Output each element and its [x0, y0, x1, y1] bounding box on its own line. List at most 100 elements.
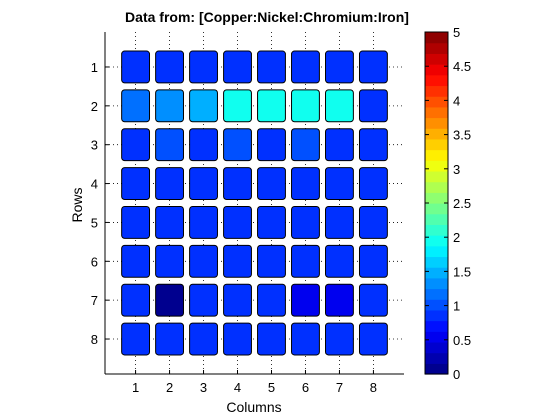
heatmap-cell	[257, 89, 286, 123]
heatmap-cell	[358, 322, 388, 356]
colorbar-band	[425, 181, 448, 193]
heatmap-cell	[325, 89, 354, 123]
x-tick-label: 6	[302, 380, 309, 395]
heatmap-cell	[325, 205, 354, 239]
x-tick-label: 4	[234, 380, 241, 395]
heatmap-cell	[291, 283, 320, 317]
colorbar-band	[425, 235, 448, 247]
colorbar-tick-label: 3	[453, 162, 460, 177]
heatmap-cell	[257, 283, 286, 317]
heatmap-cell	[223, 167, 252, 201]
colorbar-band	[425, 213, 448, 225]
heatmap-cell	[358, 244, 388, 278]
heatmap-cell	[325, 50, 354, 84]
heatmap-cell	[121, 244, 151, 278]
y-tick-label: 6	[91, 254, 98, 269]
heatmap-cell	[257, 167, 286, 201]
heatmap-cell	[121, 322, 151, 356]
colorbar-band	[425, 267, 448, 279]
colorbar-band	[425, 224, 448, 236]
heatmap-cell	[189, 283, 218, 317]
colorbar-band	[425, 53, 448, 65]
x-axis-label: Columns	[226, 399, 281, 415]
colorbar-band	[425, 32, 448, 44]
heatmap-cell	[155, 283, 184, 317]
heatmap-cell	[155, 167, 184, 201]
heatmap-cell	[189, 50, 218, 84]
colorbar-band	[425, 363, 448, 375]
y-tick-label: 2	[91, 99, 98, 114]
colorbar-band	[425, 256, 448, 268]
y-tick-label: 4	[91, 177, 98, 192]
colorbar: 0 0.5 1 1.5 2 2.5 3 3.5 4 4.5 5	[424, 25, 471, 382]
colorbar-band	[425, 64, 448, 76]
heatmap-cell	[291, 322, 320, 356]
heatmap-cell	[121, 89, 151, 123]
x-tick-label: 1	[132, 380, 139, 395]
heatmap-cell	[358, 205, 388, 239]
heatmap-cell	[358, 283, 388, 317]
colorbar-band	[425, 341, 448, 354]
heatmap-cell	[189, 89, 218, 123]
colorbar-band	[425, 320, 448, 332]
heatmap-cell	[121, 167, 151, 201]
heatmap-cell	[155, 128, 184, 162]
colorbar-band	[425, 138, 448, 151]
colorbar-band	[425, 288, 448, 300]
heatmap-cell	[223, 89, 252, 123]
colorbar-band	[425, 299, 448, 311]
heatmap-cell	[223, 50, 252, 84]
y-tick-label: 8	[91, 332, 98, 347]
heatmap-cell	[325, 244, 354, 278]
colorbar-tick-label: 4	[453, 93, 460, 108]
heatmap-cell	[291, 244, 320, 278]
x-tick-label: 3	[200, 380, 207, 395]
y-tick-label: 3	[91, 138, 98, 153]
colorbar-band	[425, 106, 448, 119]
colorbar-band	[425, 117, 448, 129]
heatmap-cell	[257, 244, 286, 278]
heatmap-cell	[358, 167, 388, 201]
colorbar-band	[425, 85, 448, 97]
colorbar-band	[425, 149, 448, 161]
heatmap-cell	[155, 205, 184, 239]
colorbar-tick-label: 1	[453, 299, 460, 314]
y-tick-label: 7	[91, 293, 98, 308]
heatmap-cell	[223, 205, 252, 239]
chart-title: Data from: [Copper:Nickel:Chromium:Iron]	[125, 9, 409, 25]
colorbar-tick-label: 3.5	[453, 128, 471, 143]
colorbar-band	[425, 170, 448, 183]
colorbar-band	[425, 74, 448, 87]
colorbar-tick-label: 4.5	[453, 59, 471, 74]
colorbar-band	[425, 331, 448, 343]
colorbar-band	[425, 96, 448, 108]
colorbar-band	[425, 245, 448, 258]
heatmap-cell	[223, 283, 252, 317]
heatmap-cell	[189, 244, 218, 278]
colorbar-tick-label: 0.5	[453, 333, 471, 348]
colorbar-tick-label: 5	[453, 25, 460, 40]
heatmap-cell	[189, 167, 218, 201]
y-axis-label: Rows	[69, 187, 85, 222]
heatmap-cell	[121, 50, 151, 84]
colorbar-band	[425, 128, 448, 140]
colorbar-band	[425, 277, 448, 290]
heatmap-cell	[325, 283, 354, 317]
heatmap-cell	[325, 322, 354, 356]
heatmap-cell	[358, 128, 388, 162]
heatmap-cell	[155, 322, 184, 356]
colorbar-tick-label: 0	[453, 367, 460, 382]
heatmap-cell	[257, 205, 286, 239]
colorbar-tick-label: 1.5	[453, 264, 471, 279]
heatmap-cell	[291, 128, 320, 162]
colorbar-tick-label: 2.5	[453, 196, 471, 211]
heatmap-cell	[189, 205, 218, 239]
colorbar-band	[425, 203, 448, 215]
x-tick-label: 5	[268, 380, 275, 395]
y-tick-label: 1	[91, 60, 98, 75]
heatmap-cell	[358, 89, 388, 123]
heatmap-cell	[358, 50, 388, 84]
heatmap-cell	[121, 283, 151, 317]
heatmap-cell	[325, 128, 354, 162]
